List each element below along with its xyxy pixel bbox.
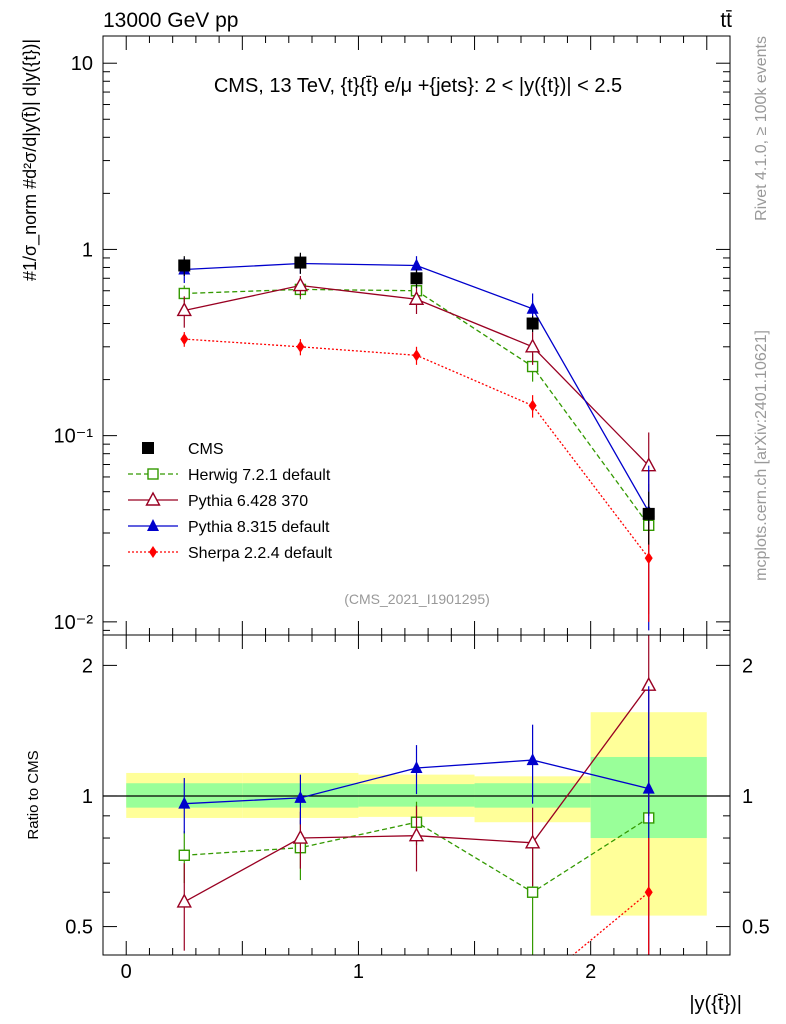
series-marker (644, 552, 653, 565)
ratio-y-tick-label-left: 0.5 (65, 917, 93, 939)
series-marker (176, 302, 192, 317)
legend-label: Pythia 8.315 default (188, 519, 330, 536)
ratio-y-tick-label-right: 2 (742, 655, 753, 677)
main-title: CMS, 13 TeV, {t}{t̄} e/μ +{jets}: 2 < |y… (214, 75, 622, 97)
series-marker (412, 349, 421, 362)
legend: CMS Herwig 7.2.1 default Pythia 6.428 370 P… (128, 441, 333, 562)
main-y-axis: 10 1 10⁻¹ 10⁻² (54, 36, 730, 635)
data-point (526, 317, 539, 330)
main-y-label: #1/σ_norm #d²σ/d|y(t̄)| d|y({t})| (20, 39, 41, 281)
ratio-marker (294, 790, 307, 803)
main-panel: 10 1 10⁻¹ 10⁻² CMS, 13 TeV, {t}{t̄} e/μ +{j… (20, 35, 731, 636)
legend-marker (142, 442, 154, 454)
ratio-y-tick-label-left: 1 (82, 786, 93, 808)
legend-marker (145, 491, 161, 506)
ratio-marker (292, 829, 309, 844)
series-marker (296, 340, 305, 353)
main-y-tick-label: 10⁻¹ (54, 426, 94, 448)
series-marker (180, 333, 189, 346)
ratio-marker (642, 781, 655, 794)
series-marker (408, 290, 425, 305)
ratio-marker (529, 982, 537, 994)
ratio-marker (178, 849, 190, 861)
analysis-watermark: (CMS_2021_I1901295) (344, 591, 490, 607)
legend-label: Herwig 7.2.1 default (188, 467, 331, 484)
series-marker (292, 277, 309, 292)
legend-label: CMS (188, 441, 224, 458)
ratio-marker (526, 886, 539, 898)
ratio-panel: 2 2 1 1 0.5 0.5 0 1 2 Ratio to CMS |y({t̄})| (25, 634, 770, 1015)
ratio-marker (296, 988, 304, 1000)
ratio-y-tick-label-right: 0.5 (742, 917, 770, 939)
legend-marker (149, 546, 157, 558)
ratio-y-label: Ratio to CMS (25, 750, 42, 839)
ratio-marker (410, 761, 423, 774)
series-marker (524, 338, 541, 353)
legend-label: Sherpa 2.2.4 default (188, 545, 333, 562)
data-point (642, 507, 655, 520)
ratio-axes: 2 2 1 1 0.5 0.5 0 1 2 (65, 635, 770, 983)
legend-label: Pythia 6.428 370 (188, 493, 308, 510)
main-y-tick-label: 1 (82, 239, 93, 261)
series-marker (410, 258, 423, 271)
ratio-marker (644, 886, 653, 899)
ratio-y-tick-label-left: 2 (82, 655, 93, 677)
ratio-line-3 (571, 891, 650, 955)
data-point (410, 272, 423, 285)
mcplots-label: mcplots.cern.ch [arXiv:2401.10621] (753, 330, 770, 581)
main-plot-area (176, 252, 657, 631)
ratio-marker (180, 963, 188, 975)
x-tick-label: 1 (353, 961, 364, 983)
ratio-y-tick-label-right: 1 (742, 786, 753, 808)
series-marker (528, 399, 537, 412)
ratio-plot-area (103, 635, 730, 1000)
ratio-marker (413, 972, 421, 984)
ratio-frame (102, 634, 731, 956)
series-line-0 (184, 288, 650, 526)
series-marker (526, 301, 539, 314)
process-label: tt̄ (720, 9, 732, 32)
main-y-tick-label: 10 (71, 53, 93, 75)
legend-marker (147, 468, 159, 480)
rivet-label: Rivet 4.1.0, ≥ 100k events (753, 36, 770, 221)
ratio-marker (524, 834, 541, 849)
ratio-marker (178, 796, 191, 809)
energy-label: 13000 GeV pp (103, 9, 238, 32)
ratio-marker (526, 753, 539, 766)
x-axis-label: |y({t̄})| (689, 993, 742, 1015)
x-tick-label: 0 (121, 961, 132, 983)
main-y-tick-label: 10⁻² (54, 612, 94, 634)
ratio-marker (176, 893, 192, 908)
data-point (294, 256, 307, 269)
data-point (178, 259, 191, 272)
x-tick-label: 2 (585, 961, 596, 983)
ratio-marker (408, 827, 425, 842)
legend-marker (147, 519, 159, 531)
